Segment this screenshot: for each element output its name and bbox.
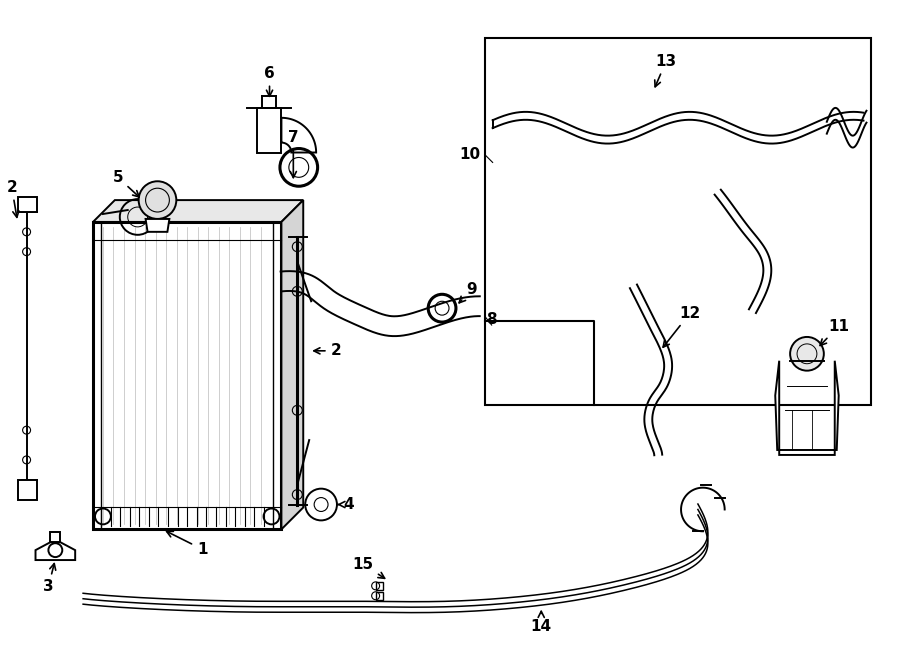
Polygon shape bbox=[18, 197, 37, 212]
Polygon shape bbox=[18, 480, 37, 500]
Polygon shape bbox=[256, 108, 282, 153]
Text: 10: 10 bbox=[459, 147, 481, 162]
Text: 9: 9 bbox=[459, 282, 477, 303]
Text: 4: 4 bbox=[338, 497, 355, 512]
Polygon shape bbox=[93, 200, 303, 222]
Bar bbox=[485, 38, 871, 405]
Text: 15: 15 bbox=[352, 557, 384, 578]
Polygon shape bbox=[35, 542, 76, 560]
Text: 1: 1 bbox=[166, 531, 207, 557]
Polygon shape bbox=[375, 592, 382, 600]
Text: 8: 8 bbox=[486, 311, 497, 327]
Text: 14: 14 bbox=[531, 611, 552, 634]
Bar bbox=[93, 222, 282, 529]
Polygon shape bbox=[50, 532, 60, 542]
Text: 13: 13 bbox=[654, 54, 677, 87]
Text: 7: 7 bbox=[288, 130, 299, 178]
Polygon shape bbox=[375, 582, 382, 590]
Polygon shape bbox=[282, 200, 303, 529]
Polygon shape bbox=[775, 361, 839, 455]
Circle shape bbox=[790, 337, 824, 371]
Text: 6: 6 bbox=[265, 65, 274, 97]
Text: 2: 2 bbox=[6, 180, 19, 217]
Text: 12: 12 bbox=[663, 305, 700, 347]
Polygon shape bbox=[146, 219, 169, 232]
Circle shape bbox=[139, 181, 176, 219]
Text: 11: 11 bbox=[820, 319, 850, 346]
Polygon shape bbox=[282, 118, 316, 153]
Text: 3: 3 bbox=[43, 564, 56, 594]
Text: 2: 2 bbox=[314, 343, 341, 358]
Text: 5: 5 bbox=[112, 170, 140, 197]
